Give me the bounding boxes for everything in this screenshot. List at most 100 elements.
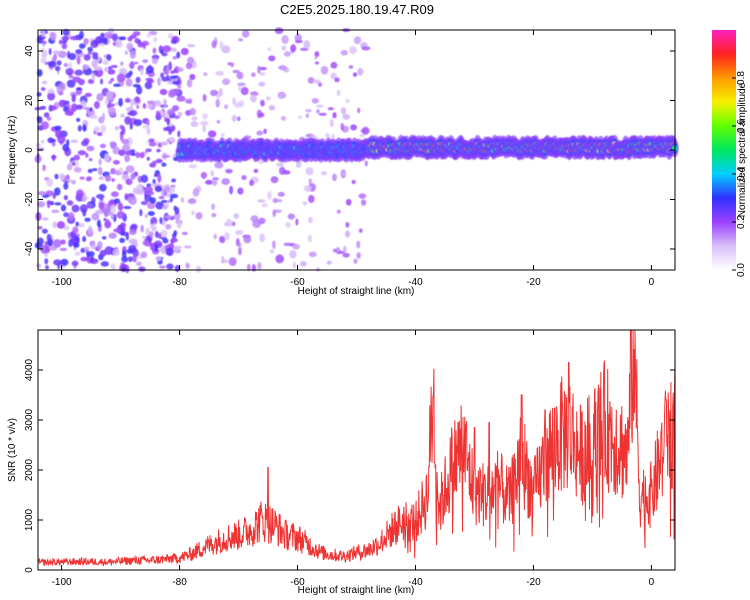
spectrogram-noise-cell: [83, 246, 91, 251]
spectrogram-noise-cell: [268, 55, 276, 62]
spectrogram-noise-cell: [154, 230, 159, 238]
spectrogram-noise-cell: [101, 112, 106, 122]
spectrogram-noise-cell: [327, 107, 334, 111]
spectrogram-noise-cell: [90, 39, 99, 49]
spectrogram-noise-cell: [148, 138, 155, 143]
spectrogram-noise-cell: [221, 45, 231, 54]
spectrogram-x-tick-label: 0: [649, 277, 655, 288]
spectrogram-noise-cell: [169, 193, 179, 199]
spectrogram-x-tick-label: -80: [172, 277, 187, 288]
spectrogram-noise-cell: [132, 254, 137, 263]
spectrogram-noise-cell: [82, 124, 87, 132]
spectrogram-noise-cell: [73, 154, 80, 161]
spectrogram-noise-cell: [289, 250, 297, 259]
spectrogram-noise-cell: [101, 236, 107, 240]
spectrogram-noise-cell: [140, 251, 148, 259]
spectrogram-noise-cell: [141, 125, 150, 129]
spectrogram-noise-cell: [114, 125, 119, 131]
spectrogram-noise-cell: [336, 209, 341, 214]
spectrogram-noise-cell: [263, 128, 267, 134]
spectrogram-noise-cell: [40, 244, 49, 254]
spectrogram-noise-cell: [104, 98, 109, 106]
spectrogram-noise-cell: [45, 190, 54, 197]
spectrogram-noise-cell: [49, 105, 57, 111]
spectrogram-noise-cell: [56, 221, 66, 229]
spectrogram-noise-cell: [72, 226, 79, 234]
spectrogram-noise-cell: [125, 178, 133, 186]
snr-x-tick-label: -100: [52, 577, 72, 588]
spectrogram-noise-cell: [61, 43, 68, 50]
spectrogram-noise-cell: [260, 99, 265, 107]
spectrogram-noise-cell: [88, 157, 93, 162]
spectrogram-noise-cell: [136, 183, 144, 191]
snr-frame: [37, 329, 676, 571]
spectrogram-noise-cell: [86, 145, 95, 152]
spectrogram-noise-cell: [185, 262, 190, 269]
spectrogram-noise-cell: [71, 179, 76, 185]
spectrogram-noise-cell: [191, 116, 198, 121]
spectrogram-noise-cell: [79, 176, 86, 180]
spectrogram-noise-cell: [80, 256, 88, 262]
spectrogram-noise-cell: [113, 228, 122, 233]
spectrogram-noise-cell: [213, 233, 217, 240]
spectrogram-noise-cell: [227, 62, 234, 66]
spectrogram-noise-cell: [155, 255, 162, 262]
spectrogram-noise-cell: [66, 79, 76, 88]
spectrogram-noise-cell: [345, 198, 352, 206]
spectrogram-noise-cell: [157, 77, 161, 86]
spectrogram-noise-cell: [156, 148, 161, 153]
spectrogram-noise-cell: [241, 29, 250, 38]
spectrogram-noise-cell: [147, 79, 155, 84]
spectrogram-noise-cell: [173, 245, 180, 254]
spectrogram-noise-cell: [214, 161, 224, 169]
spectrogram-noise-cell: [155, 201, 164, 210]
spectrogram-noise-cell: [258, 81, 266, 87]
spectrogram-noise-cell: [225, 169, 233, 174]
spectrogram-noise-cell: [107, 103, 116, 107]
spectrogram-noise-cell: [110, 64, 118, 69]
spectrogram-noise-cell: [118, 166, 124, 173]
spectrogram-noise-cell: [147, 64, 153, 71]
spectrogram-noise-cell: [180, 197, 184, 204]
spectrogram-noise-cell: [257, 199, 266, 203]
snr-y-tick-label: 3000: [24, 408, 35, 431]
spectrogram-noise-cell: [240, 86, 249, 96]
spectrogram-noise-cell: [152, 47, 157, 54]
spectrogram-noise-cell: [238, 38, 243, 42]
spectrogram-noise-cell: [177, 130, 181, 138]
spectrogram-noise-cell: [272, 209, 277, 218]
spectrogram-noise-cell: [353, 36, 362, 45]
spectrogram-noise-cell: [302, 201, 308, 206]
spectrogram-noise-cell: [258, 112, 265, 118]
spectrogram-noise-cell: [63, 212, 69, 218]
spectrogram-noise-cell: [107, 69, 116, 75]
spectrogram-noise-cell: [159, 88, 168, 96]
spectrogram-noise-cell: [224, 231, 230, 241]
spectrogram-noise-cell: [187, 44, 196, 48]
spectrogram-noise-cell: [129, 34, 137, 39]
spectrogram-noise-cell: [200, 171, 208, 179]
spectrogram-noise-cell: [126, 137, 133, 146]
spectrogram-noise-cell: [110, 204, 116, 214]
spectrogram-noise-cell: [160, 141, 169, 146]
spectrogram-noise-cell: [171, 186, 175, 193]
spectrogram-noise-cell: [83, 54, 91, 61]
spectrogram-noise-cell: [177, 111, 183, 117]
spectrogram-noise-cell: [63, 62, 69, 67]
spectrogram-noise-cell: [329, 118, 334, 128]
colorbar: 0.0 0.2 0.4 0.6 0.8 Normalized spectral ampl…: [712, 30, 748, 277]
spectrogram-noise-cell: [142, 103, 147, 109]
spectrogram-noise-cell: [308, 178, 312, 185]
spectrogram-noise-cell: [108, 80, 113, 85]
spectrogram-noise-cell: [138, 266, 146, 272]
spectrogram-noise-cell: [219, 235, 226, 244]
spectrogram-noise-cell: [93, 66, 103, 71]
spectrogram-noise-cell: [108, 232, 117, 239]
spectrogram-noise-cell: [68, 61, 73, 70]
spectrogram-noise-cell: [170, 47, 177, 53]
spectrogram-noise-cell: [195, 212, 203, 220]
spectrogram-noise-cell: [104, 32, 113, 37]
spectrogram-noise-cell: [98, 158, 102, 166]
spectrogram-noise-cell: [37, 116, 43, 124]
spectrogram-noise-cell: [121, 255, 128, 263]
